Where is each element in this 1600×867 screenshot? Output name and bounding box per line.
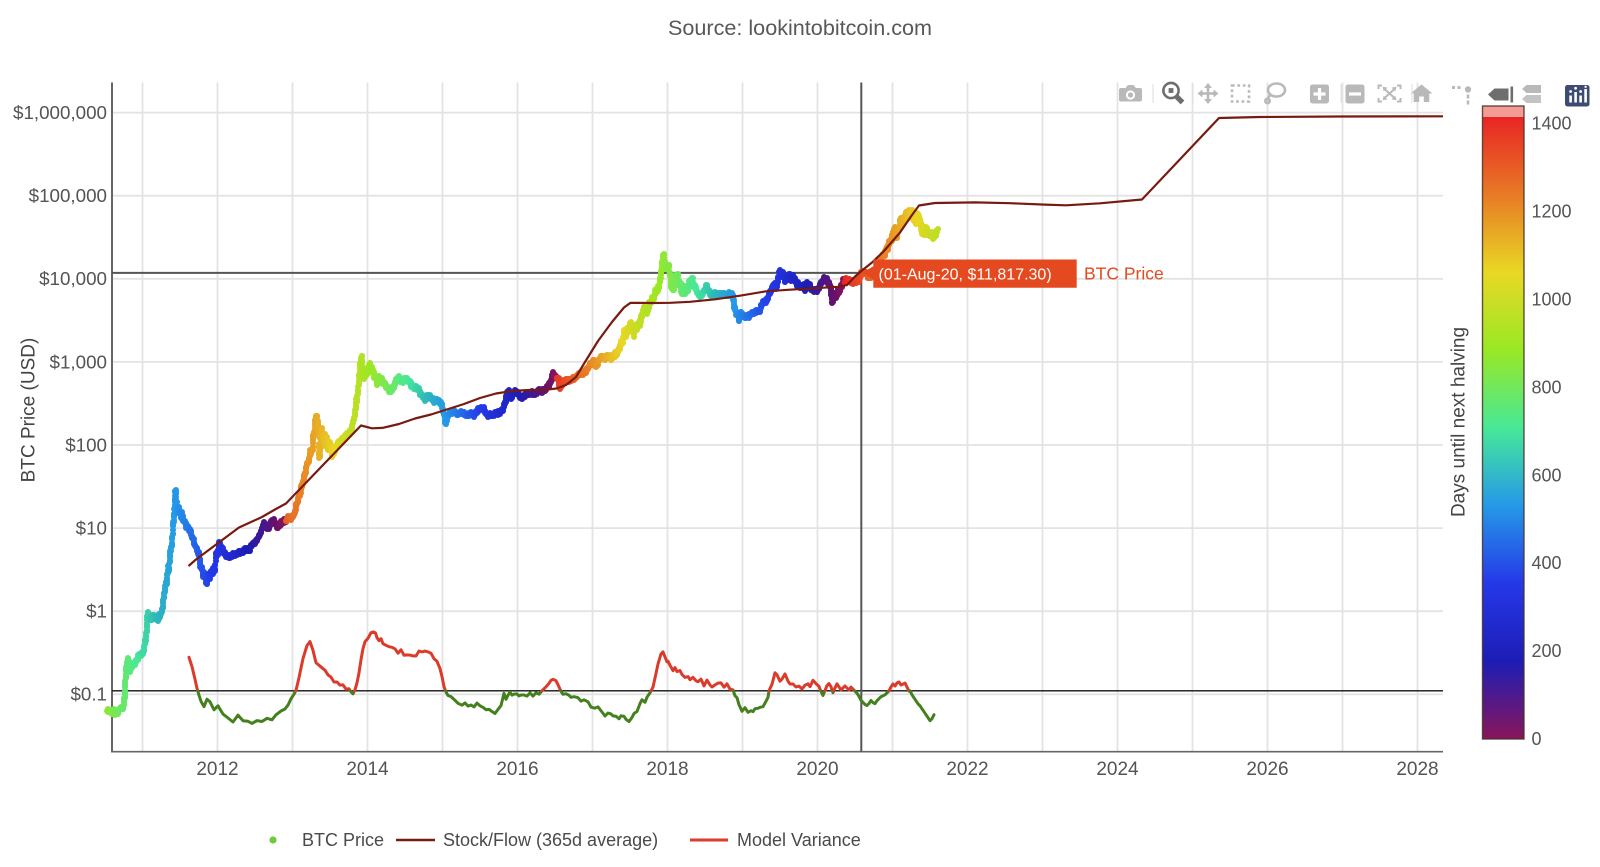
svg-text:Source: lookintobitcoin.com: Source: lookintobitcoin.com bbox=[668, 15, 932, 40]
svg-text:2022: 2022 bbox=[946, 759, 988, 780]
svg-text:$1,000: $1,000 bbox=[50, 351, 107, 372]
svg-text:$100,000: $100,000 bbox=[29, 185, 107, 206]
svg-text:0: 0 bbox=[1532, 729, 1542, 749]
svg-text:(01-Aug-20, $11,817.30): (01-Aug-20, $11,817.30) bbox=[879, 267, 1052, 284]
svg-text:BTC Price: BTC Price bbox=[302, 830, 384, 850]
svg-text:$100: $100 bbox=[65, 434, 107, 455]
svg-text:2028: 2028 bbox=[1396, 759, 1438, 780]
svg-text:400: 400 bbox=[1532, 553, 1562, 573]
svg-text:$10: $10 bbox=[76, 518, 107, 539]
svg-text:$1: $1 bbox=[86, 601, 107, 622]
svg-text:$0.1: $0.1 bbox=[70, 684, 107, 705]
svg-text:Model Variance: Model Variance bbox=[737, 830, 861, 850]
svg-text:2014: 2014 bbox=[346, 759, 389, 780]
svg-text:200: 200 bbox=[1532, 641, 1562, 661]
svg-text:Days until next halving: Days until next halving bbox=[1449, 327, 1470, 517]
svg-text:2020: 2020 bbox=[796, 759, 838, 780]
svg-text:1000: 1000 bbox=[1532, 289, 1572, 309]
svg-text:BTC Price (USD): BTC Price (USD) bbox=[19, 338, 40, 483]
svg-text:BTC Price: BTC Price bbox=[1084, 264, 1164, 284]
svg-text:Stock/Flow (365d average): Stock/Flow (365d average) bbox=[443, 830, 658, 850]
svg-text:2024: 2024 bbox=[1096, 759, 1139, 780]
svg-text:2018: 2018 bbox=[646, 759, 688, 780]
svg-text:1400: 1400 bbox=[1532, 113, 1572, 133]
svg-text:2016: 2016 bbox=[496, 759, 538, 780]
svg-text:$1,000,000: $1,000,000 bbox=[13, 102, 107, 123]
svg-text:1200: 1200 bbox=[1532, 201, 1572, 221]
svg-text:600: 600 bbox=[1532, 465, 1562, 485]
svg-text:2026: 2026 bbox=[1246, 759, 1288, 780]
svg-text:800: 800 bbox=[1532, 377, 1562, 397]
svg-text:$10,000: $10,000 bbox=[39, 268, 107, 289]
svg-text:2012: 2012 bbox=[196, 759, 238, 780]
